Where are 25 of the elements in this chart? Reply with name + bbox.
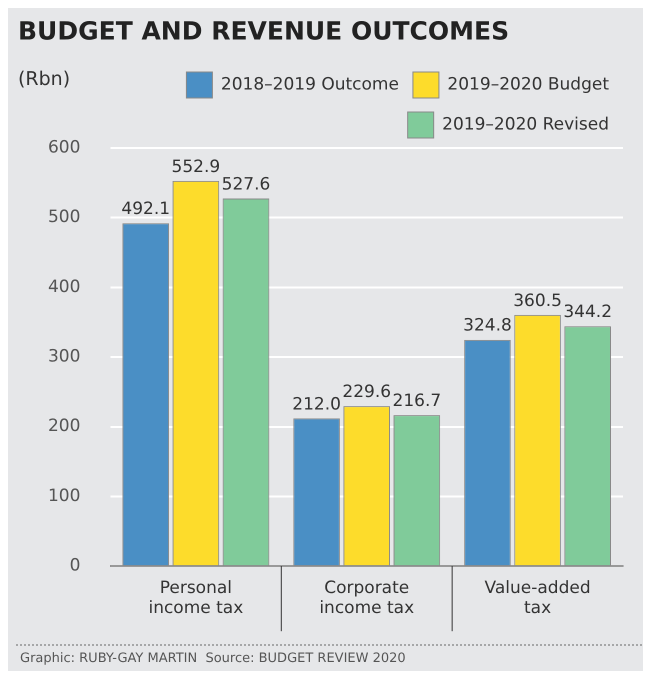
y-tick-label: 400 <box>48 276 80 297</box>
text: Graphic: RUBY-GAY MARTIN Source: BUDGET REVIEW 2020 <box>20 650 406 666</box>
chart-title: BUDGET AND REVENUE OUTCOMES <box>18 16 510 46</box>
y-axis-title: (Rbn) <box>18 68 70 90</box>
y-tick-label: 200 <box>48 416 80 436</box>
x-tick-label: Personal income tax <box>148 578 244 618</box>
legend-label: 2018–2019 Outcome <box>220 74 399 94</box>
data-label: 552.9 <box>172 156 220 177</box>
data-label: 527.6 <box>222 174 270 194</box>
y-tick-label: 300 <box>48 346 80 367</box>
data-label: 492.1 <box>121 199 170 220</box>
data-label: 324.8 <box>463 316 512 336</box>
y-tick-label: 100 <box>48 486 80 506</box>
y-tick-label: 500 <box>48 207 80 228</box>
x-tick-label: Value-added tax <box>484 578 591 618</box>
data-label: 344.2 <box>563 302 612 322</box>
data-label: 229.6 <box>342 382 392 402</box>
y-tick-label: 0 <box>70 556 80 576</box>
y-tick-label: 600 <box>48 137 80 158</box>
legend-label: 2019–2020 Budget <box>447 74 610 94</box>
legend-label: 2019–2020 Revised <box>442 114 610 134</box>
x-tick-label: Corporate income tax <box>319 578 414 618</box>
data-label: 360.5 <box>513 290 562 311</box>
data-label: 216.7 <box>392 391 442 412</box>
data-label: 212.0 <box>292 394 341 414</box>
